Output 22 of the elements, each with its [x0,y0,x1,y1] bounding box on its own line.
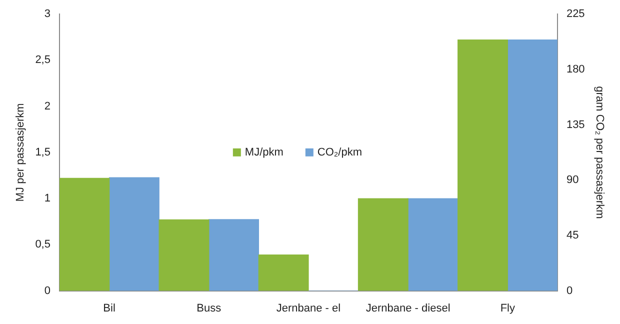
y-tick-label: 1 [44,192,50,205]
y2-tick-label: 0 [566,284,573,297]
y2-axis-title: gram CO₂ per passasjerkm [593,86,606,219]
legend-label: MJ/pkm [244,146,284,158]
x-tick-label: Fly [500,302,516,314]
y-tick-label: 1,5 [35,146,50,158]
x-tick-label: Jernbane - el [276,302,341,314]
y2-tick-label: 135 [566,118,585,131]
y-tick-label: 2 [44,100,50,112]
x-tick-label: Bil [103,302,116,314]
y2-tick-label: 90 [566,174,579,186]
y2-tick-label: 225 [566,8,585,20]
y-axis-title: MJ per passasjerkm [14,103,27,202]
y2-tick-label: 45 [566,229,579,242]
y-tick-label: 3 [44,8,50,20]
x-tick-label: Jernbane - diesel [366,302,450,314]
y-tick-label: 2,5 [35,54,50,66]
y-tick-label: 0 [44,284,50,297]
legend-label: CO₂/pkm [317,146,362,158]
y2-tick-label: 180 [566,63,585,76]
y-tick-label: 0,5 [35,238,50,251]
x-tick-label: Buss [196,302,222,314]
